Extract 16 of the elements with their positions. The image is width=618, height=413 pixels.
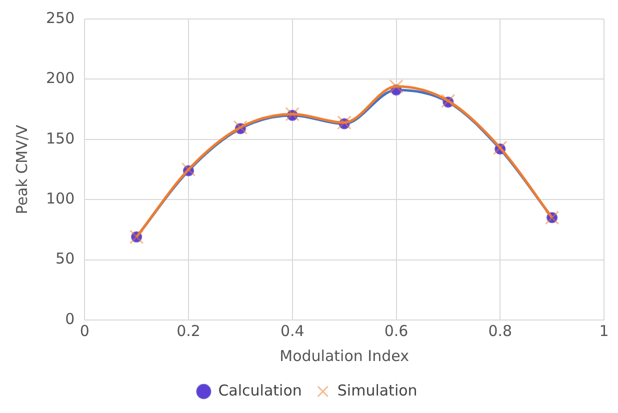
x-tick-label: 1 xyxy=(599,322,609,340)
y-axis-title: Peak CMV/V xyxy=(12,124,31,214)
legend-label: Calculation xyxy=(218,381,302,400)
y-tick-label: 150 xyxy=(46,129,75,148)
x-tick-label: 0.8 xyxy=(488,322,512,340)
x-tick-label: 0 xyxy=(80,322,90,340)
x-tick-label: 0.2 xyxy=(176,322,200,340)
y-tick-label: 50 xyxy=(56,250,75,268)
y-tick-label: 250 xyxy=(46,8,75,27)
y-tick-label: 0 xyxy=(65,310,75,328)
x-tick-label: 0.4 xyxy=(280,322,304,340)
y-tick-label: 100 xyxy=(46,189,75,208)
legend-label: Simulation xyxy=(337,381,418,400)
x-tick-label: 0.6 xyxy=(384,322,408,340)
x-axis-title: Modulation Index xyxy=(280,346,410,365)
y-tick-label: 200 xyxy=(46,69,75,88)
